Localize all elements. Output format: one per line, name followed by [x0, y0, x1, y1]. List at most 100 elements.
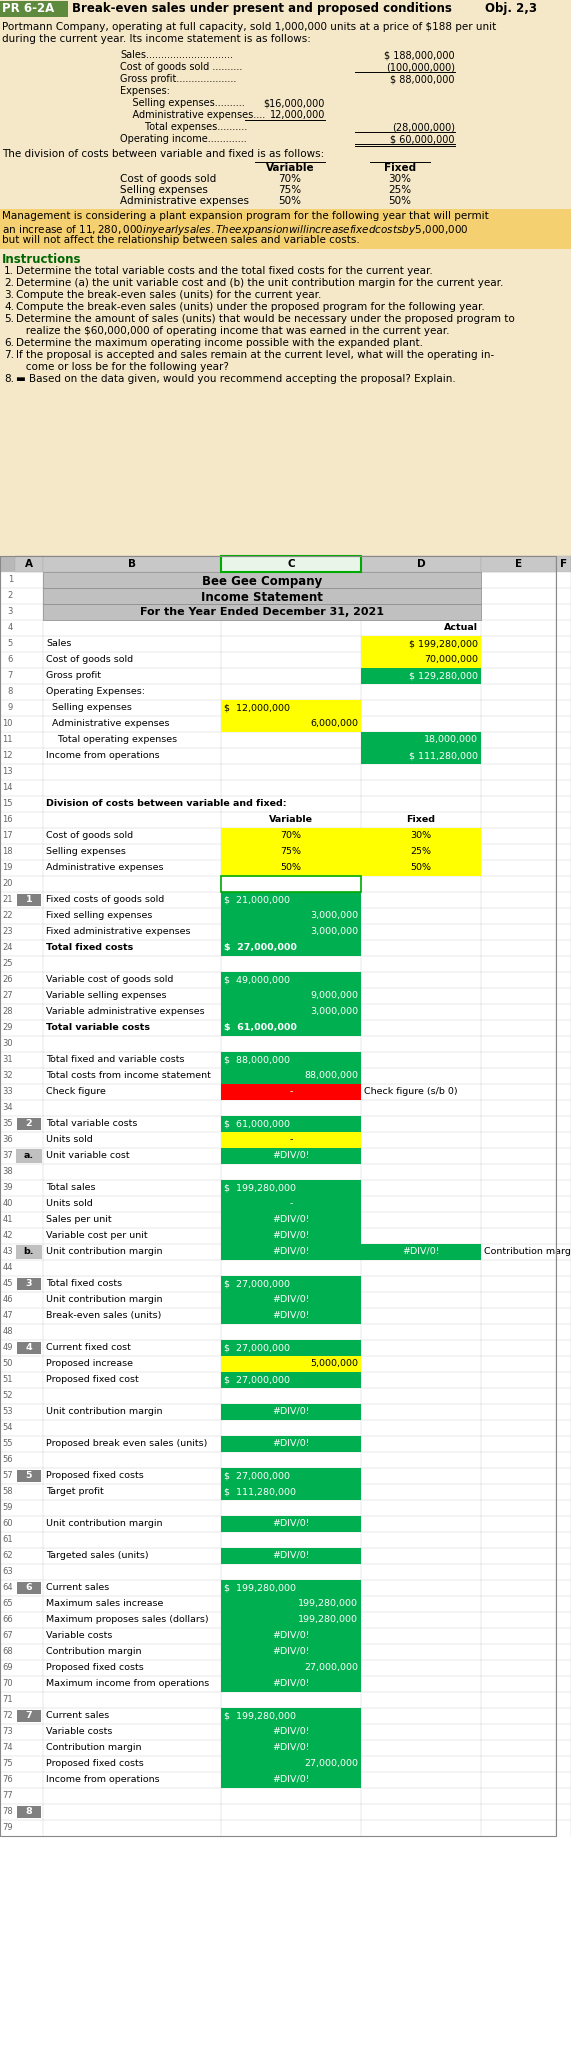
Text: $  199,280,000: $ 199,280,000: [224, 1710, 296, 1720]
Bar: [0, 1053, 571, 1067]
Text: 5,000,000: 5,000,000: [310, 1360, 358, 1368]
Bar: [221, 877, 361, 893]
Text: -: -: [289, 1198, 293, 1208]
Bar: [0, 604, 571, 621]
Text: $  27,000,000: $ 27,000,000: [224, 942, 297, 952]
Text: 199,280,000: 199,280,000: [298, 1616, 358, 1624]
Text: $  27,000,000: $ 27,000,000: [224, 1280, 290, 1288]
Bar: [221, 700, 361, 717]
Bar: [0, 1661, 571, 1675]
Text: Division of costs between variable and fixed:: Division of costs between variable and f…: [46, 799, 287, 809]
Bar: [361, 651, 481, 668]
Text: Variable cost of goods sold: Variable cost of goods sold: [46, 975, 174, 983]
Text: 25%: 25%: [388, 184, 412, 195]
Bar: [0, 1389, 571, 1405]
Text: Cost of goods sold: Cost of goods sold: [46, 831, 133, 840]
Text: 68: 68: [2, 1647, 13, 1657]
Text: ▬ Based on the data given, would you recommend accepting the proposal? Explain.: ▬ Based on the data given, would you rec…: [16, 375, 456, 385]
Text: $ 199,280,000: $ 199,280,000: [409, 639, 478, 647]
Text: 7: 7: [7, 672, 13, 680]
Text: Proposed fixed costs: Proposed fixed costs: [46, 1663, 144, 1671]
Bar: [0, 1612, 571, 1628]
Text: Expenses:: Expenses:: [120, 86, 170, 96]
Bar: [0, 1163, 571, 1180]
Text: 30%: 30%: [411, 831, 432, 840]
Bar: [0, 1405, 571, 1419]
Bar: [0, 571, 571, 588]
Text: $ 111,280,000: $ 111,280,000: [409, 752, 478, 760]
Text: Gross profit: Gross profit: [46, 672, 101, 680]
Text: Selling expenses: Selling expenses: [46, 702, 132, 713]
Text: -: -: [289, 1135, 293, 1145]
Text: 77: 77: [2, 1792, 13, 1800]
Text: 53: 53: [2, 1407, 13, 1415]
Text: 8.: 8.: [4, 375, 14, 385]
Bar: [221, 1356, 361, 1372]
Text: Cost of goods sold: Cost of goods sold: [46, 655, 133, 664]
Text: but will not affect the relationship between sales and variable costs.: but will not affect the relationship bet…: [2, 236, 360, 246]
Text: $  21,000,000: $ 21,000,000: [224, 895, 290, 903]
Text: 14: 14: [2, 782, 13, 793]
Text: $  61,000,000: $ 61,000,000: [224, 1118, 290, 1128]
Bar: [0, 1196, 571, 1212]
Text: 38: 38: [2, 1167, 13, 1176]
Text: 79: 79: [2, 1823, 13, 1833]
Text: #DIV/0!: #DIV/0!: [402, 1247, 440, 1255]
Bar: [43, 571, 481, 588]
Bar: [361, 748, 481, 764]
Bar: [221, 1755, 361, 1772]
Text: 1.: 1.: [4, 266, 14, 276]
Bar: [0, 1485, 571, 1499]
Text: $  111,280,000: $ 111,280,000: [224, 1487, 296, 1495]
Text: Maximum sales increase: Maximum sales increase: [46, 1599, 163, 1608]
Text: 47: 47: [2, 1311, 13, 1321]
Text: 31: 31: [2, 1055, 13, 1065]
Text: realize the $60,000,000 of operating income that was earned in the current year.: realize the $60,000,000 of operating inc…: [16, 326, 449, 336]
Bar: [0, 731, 571, 748]
Text: Check figure: Check figure: [46, 1087, 106, 1096]
Text: Income from operations: Income from operations: [46, 752, 160, 760]
Text: 73: 73: [2, 1726, 13, 1737]
Bar: [221, 1067, 361, 1083]
Bar: [0, 1708, 571, 1724]
Text: Variable costs: Variable costs: [46, 1726, 112, 1737]
Text: 71: 71: [2, 1696, 13, 1704]
Text: 5: 5: [8, 639, 13, 647]
Bar: [0, 1243, 571, 1260]
Bar: [221, 1372, 361, 1389]
Bar: [0, 1595, 571, 1612]
Text: 42: 42: [2, 1231, 13, 1239]
Text: 36: 36: [2, 1135, 13, 1145]
Bar: [0, 1229, 571, 1243]
Text: 6,000,000: 6,000,000: [310, 719, 358, 727]
Text: 13: 13: [2, 768, 13, 776]
Text: Contribution margin: Contribution margin: [46, 1743, 142, 1751]
Bar: [221, 1020, 361, 1036]
Bar: [0, 1788, 571, 1804]
Text: 34: 34: [2, 1104, 13, 1112]
Bar: [0, 1741, 571, 1755]
Text: #DIV/0!: #DIV/0!: [272, 1679, 309, 1688]
Bar: [0, 1452, 571, 1468]
Text: 7.: 7.: [4, 350, 14, 360]
Bar: [0, 1036, 571, 1053]
Bar: [0, 1323, 571, 1339]
Bar: [556, 555, 571, 571]
Text: Units sold: Units sold: [46, 1135, 93, 1145]
Bar: [221, 973, 361, 987]
Text: Sales per unit: Sales per unit: [46, 1214, 111, 1225]
Bar: [0, 1356, 571, 1372]
Text: 6: 6: [7, 655, 13, 664]
Bar: [0, 1276, 571, 1292]
Text: #DIV/0!: #DIV/0!: [272, 1630, 309, 1640]
Text: $  199,280,000: $ 199,280,000: [224, 1583, 296, 1591]
Text: 7: 7: [26, 1710, 33, 1720]
Bar: [221, 1579, 361, 1595]
Bar: [221, 555, 361, 571]
Bar: [0, 1675, 571, 1692]
Bar: [17, 1118, 41, 1130]
Text: 4: 4: [8, 623, 13, 633]
Text: Fixed: Fixed: [384, 164, 416, 172]
Bar: [0, 764, 571, 780]
Text: Total costs from income statement: Total costs from income statement: [46, 1071, 211, 1079]
